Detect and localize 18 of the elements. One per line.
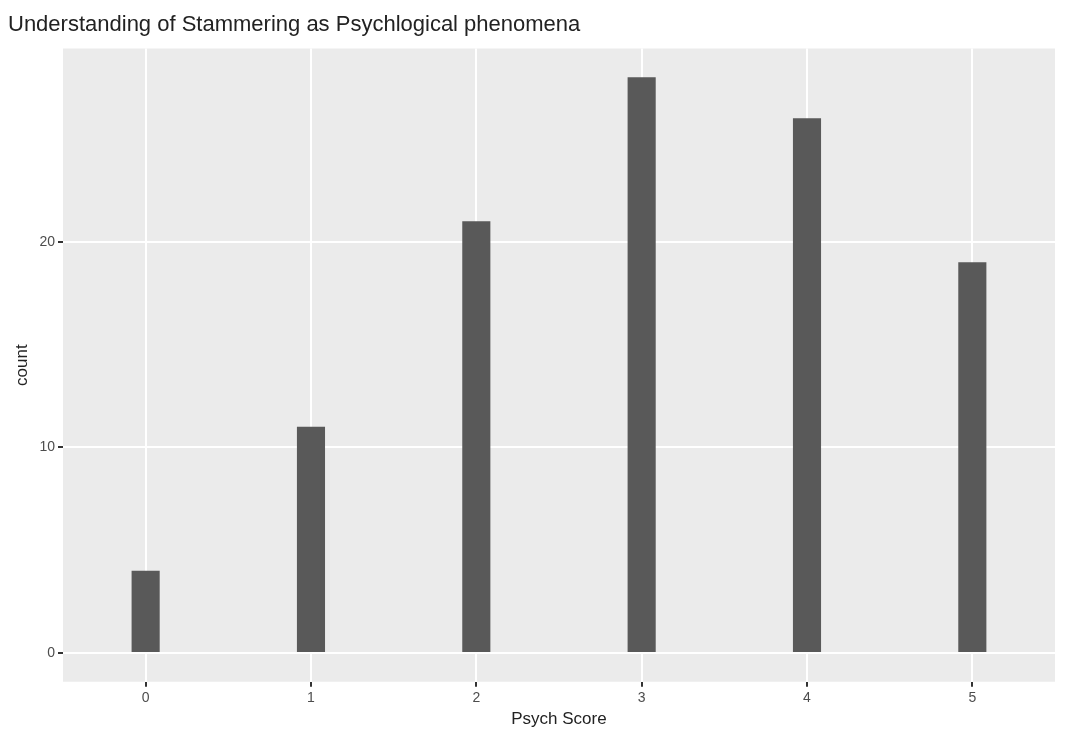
x-tick-label: 0 [141, 689, 150, 706]
x-tick-label: 1 [307, 689, 316, 706]
bar [627, 77, 656, 653]
y-axis-title: count [11, 344, 31, 386]
x-axis-title: Psych Score [511, 709, 607, 729]
y-tick-label: 10 [39, 438, 56, 455]
bar [131, 570, 160, 653]
bar [958, 262, 987, 653]
bar [296, 426, 326, 653]
bar [792, 118, 822, 653]
chart-title: Understanding of Stammering as Psychlogical phenomena [8, 11, 582, 37]
x-tick-label: 4 [803, 689, 812, 706]
x-tick-label: 3 [637, 689, 646, 706]
bar [462, 221, 491, 653]
y-tick-label: 20 [39, 232, 56, 249]
x-tick-label: 5 [968, 689, 977, 706]
x-tick-label: 2 [472, 689, 481, 706]
y-tick-label: 0 [47, 643, 56, 660]
